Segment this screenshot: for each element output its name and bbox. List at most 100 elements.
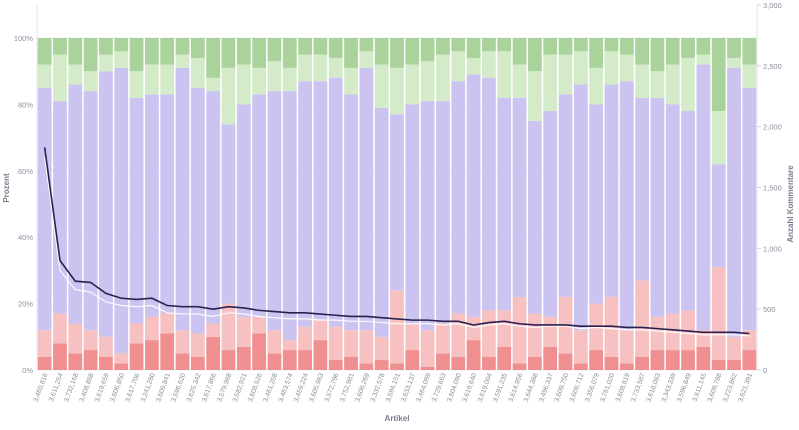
bar-segment-dark-green: [466, 38, 481, 58]
bar-segment-dark-red: [681, 350, 695, 370]
bar-segment-dark-red: [527, 356, 542, 370]
bar-segment-light-red: [436, 323, 450, 354]
x-tick-label: 3,461,208: [262, 372, 279, 403]
x-tick-label: 3,619,640: [462, 372, 479, 403]
left-tick-label: 20%: [18, 300, 33, 309]
bar-segment-dark-green: [635, 38, 649, 65]
bar-segment-light-red: [221, 303, 236, 351]
bar-segment-dark-green: [374, 38, 389, 65]
bar-segment-purple: [145, 94, 159, 317]
bar-segment-light-green: [145, 64, 159, 95]
x-tick-label: 3,608,619: [615, 372, 632, 403]
bar-segment-purple: [696, 64, 711, 331]
bar-segment-dark-red: [727, 360, 741, 370]
bar-segment-light-red: [390, 290, 404, 364]
bar-segment-dark-red: [436, 353, 450, 370]
bar-segment-dark-red: [344, 356, 358, 370]
bar-segment-purple: [328, 77, 343, 327]
bar-segment-purple: [497, 97, 512, 311]
bar-segment-dark-green: [282, 38, 297, 68]
bar-segment-light-green: [573, 51, 588, 85]
bar-segment-dark-red: [114, 363, 129, 370]
bar-segment-purple: [190, 87, 205, 334]
bar-segment-dark-red: [313, 340, 328, 370]
bar-segment-dark-red: [206, 336, 221, 370]
left-tick-label: 100%: [14, 34, 34, 43]
bar-segment-dark-green: [267, 38, 282, 62]
bar-segment-dark-green: [405, 38, 420, 65]
bar-segment-light-green: [696, 54, 711, 65]
bar-segment-dark-green: [711, 38, 726, 112]
bar-segment-purple: [53, 101, 67, 314]
bar-segment-light-red: [328, 326, 343, 361]
comment-count-line: [43, 147, 750, 335]
bar-segment-dark-red: [512, 363, 527, 370]
bar-segment-light-red: [344, 330, 358, 357]
bar-segment-dark-green: [236, 38, 251, 65]
x-tick-label: 3,644,388: [523, 372, 540, 403]
bar-segment-dark-green: [344, 38, 358, 68]
x-tick-label: 3,605,983: [308, 372, 325, 403]
bar-segment-dark-red: [83, 350, 98, 370]
bar-segment-light-red: [99, 336, 113, 357]
bar-segment-dark-red: [543, 346, 558, 370]
bar-segment-dark-red: [420, 366, 435, 370]
bar-segment-purple: [742, 87, 757, 331]
bar-segment-light-green: [53, 54, 67, 102]
bar-segment-dark-green: [328, 38, 343, 58]
right-tick-label: 3,000: [763, 1, 782, 10]
bar-segment-light-green: [328, 57, 343, 78]
bar-segment-purple: [681, 111, 695, 311]
bar-segment-purple: [650, 97, 665, 317]
right-tick-label: 1,500: [763, 184, 782, 193]
y-axis-right-title: Anzahl Kommentare: [786, 165, 795, 243]
bar-segment-light-red: [681, 310, 695, 351]
x-tick-label: 3,633,137: [400, 372, 417, 403]
bar-segment-light-red: [252, 316, 267, 334]
bar-segment-light-green: [252, 67, 267, 95]
bar-segment-light-red: [711, 267, 726, 361]
bar-segment-dark-red: [221, 350, 236, 370]
bar-segment-dark-green: [252, 38, 267, 68]
left-tick-label: 0%: [22, 366, 33, 375]
bar-segment-dark-red: [742, 350, 757, 370]
x-tick-label: 3,609,788: [707, 372, 724, 403]
x-tick-label: 3,223,862: [722, 372, 739, 403]
bar-segment-purple: [114, 67, 129, 354]
bar-segment-dark-green: [436, 38, 450, 55]
bar-segment-dark-red: [252, 333, 267, 370]
bar-segment-purple: [558, 94, 573, 297]
x-tick-label: 3,733,587: [630, 372, 647, 403]
bar-segment-light-red: [37, 330, 52, 357]
x-tick-label: 3,343,339: [661, 372, 678, 403]
x-tick-label: 3,356,079: [584, 372, 601, 403]
bar-segment-dark-red: [298, 350, 312, 370]
bar-segment-light-green: [129, 71, 144, 98]
bar-segment-light-green: [604, 51, 619, 85]
bar-segment-dark-red: [374, 360, 389, 370]
bar-segment-light-green: [527, 71, 542, 121]
bar-segment-light-green: [619, 54, 634, 82]
bar-segment-dark-green: [573, 38, 588, 52]
bar-segment-dark-green: [298, 38, 312, 55]
bar-segment-dark-red: [175, 353, 190, 370]
bar-segment-purple: [711, 164, 726, 268]
right-tick-label: 2,000: [763, 123, 782, 132]
x-tick-label: 3,606,712: [569, 372, 586, 403]
bar-segment-dark-green: [206, 38, 221, 78]
bar-segment-purple: [252, 94, 267, 317]
x-tick-label: 3,619,659: [94, 372, 111, 403]
x-tick-label: 3,496,337: [538, 372, 555, 403]
x-tick-label: 3,608,526: [247, 372, 264, 403]
x-tick-label: 3,579,988: [216, 372, 233, 403]
bar-segment-light-green: [512, 64, 527, 98]
bar-segment-dark-red: [390, 363, 404, 370]
bar-segment-light-red: [267, 330, 282, 354]
x-tick-label: 3,729,663: [431, 372, 448, 403]
bar-segment-dark-green: [221, 38, 236, 68]
bar-segment-dark-green: [390, 38, 404, 68]
bar-segment-light-red: [68, 323, 83, 354]
bar-segment-light-red: [527, 313, 542, 357]
bar-segment-light-green: [711, 111, 726, 165]
